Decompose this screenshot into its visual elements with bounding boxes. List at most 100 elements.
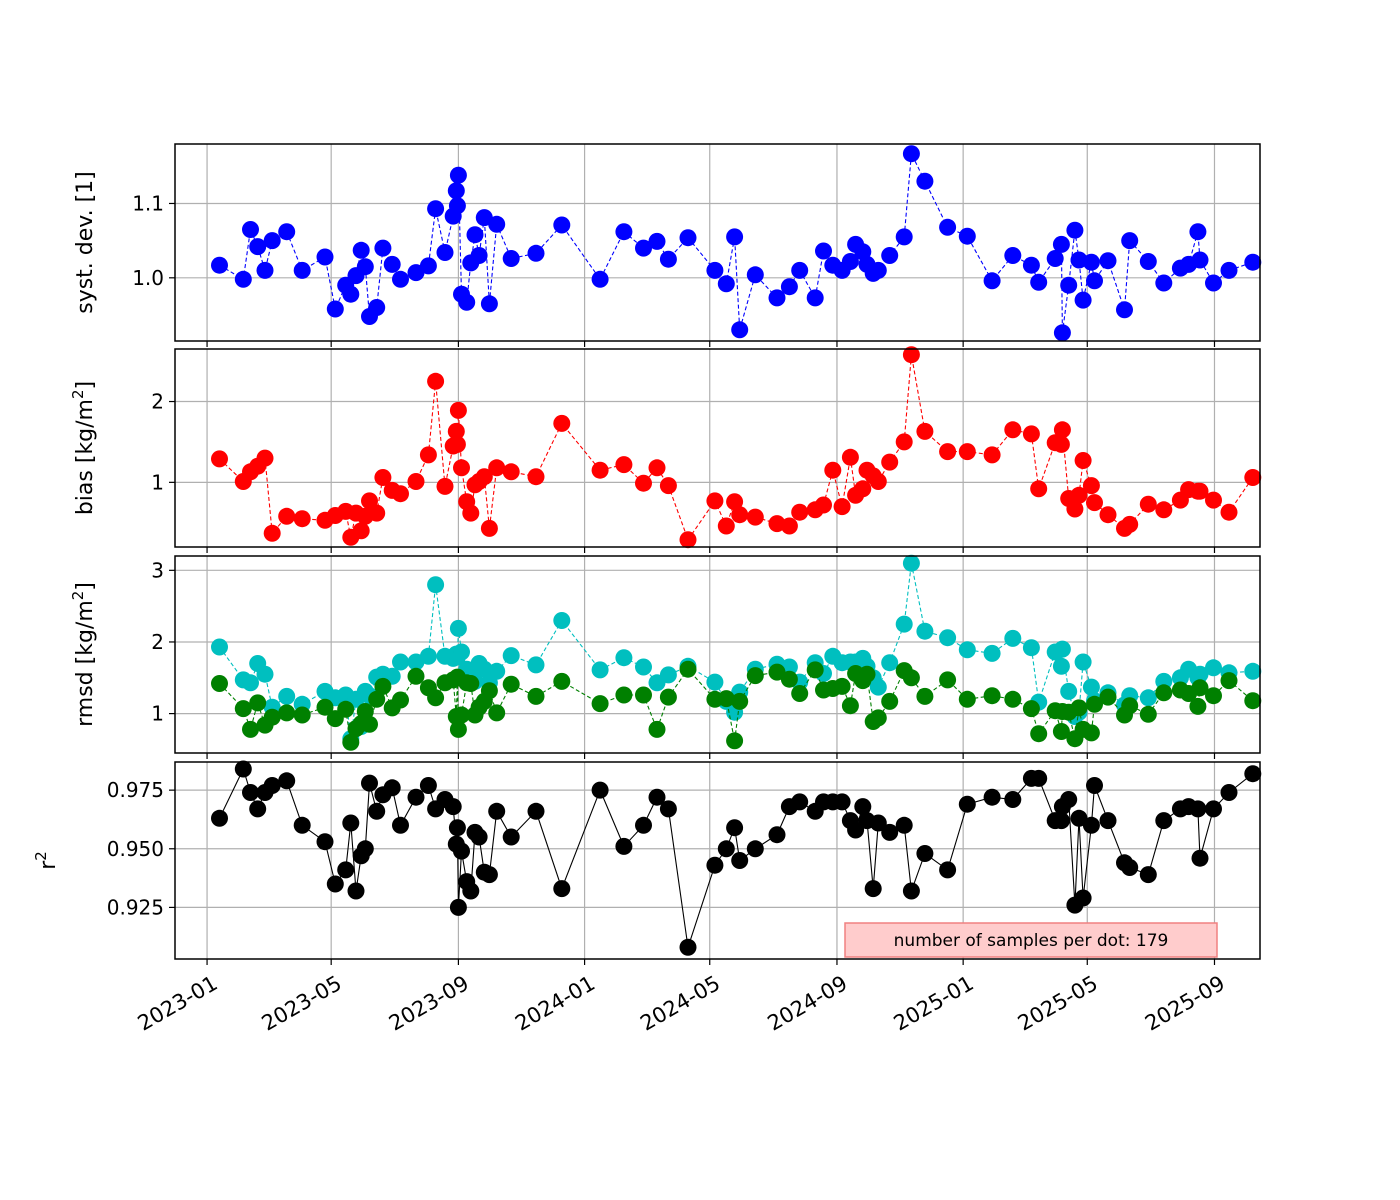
data-point [1121,697,1139,715]
data-point [635,239,652,257]
data-point [806,289,824,307]
data-point [361,774,378,792]
data-point [648,720,666,738]
data-point [1099,812,1117,830]
data-point [1155,501,1173,519]
data-point [717,517,735,535]
data-point [648,232,666,250]
data-point [553,216,571,234]
data-point [635,816,652,834]
data-point [591,461,609,479]
data-point [841,448,859,466]
data-point [234,270,252,288]
data-point [211,450,228,468]
y-axis-label-text: bias [kg/m [73,399,98,515]
data-point [780,670,798,688]
data-point [427,576,445,594]
data-point [470,828,488,846]
panel-frame [174,348,1261,548]
y-axis-label-text: syst. dev. [1] [73,171,98,314]
data-point [983,272,1001,290]
data-point [881,654,899,672]
data-point [553,612,571,629]
data-point [1070,809,1088,827]
data-point [939,443,957,461]
data-point [706,261,724,279]
data-point [356,840,374,858]
y-tick-label: 1.1 [132,191,164,215]
data-point [392,653,409,671]
data-point [368,690,386,708]
data-point [256,665,274,683]
data-point [902,882,920,900]
data-point [449,898,467,916]
data-point [448,819,466,837]
data-point [242,674,259,692]
data-point [1022,700,1040,718]
y-axis-label-text: rmsd [kg/m [73,600,98,727]
data-point [1030,725,1048,743]
data-point [278,223,296,241]
data-point [1060,791,1078,808]
data-point [1030,769,1048,787]
data-point [1086,777,1103,794]
data-point [242,784,259,801]
data-point [895,228,913,246]
data-point [902,669,920,687]
data-point [1052,435,1070,453]
data-point [746,667,764,685]
y-axis-label: r2 [32,851,61,870]
data-point [731,852,749,869]
data-point [858,665,876,683]
data-point [383,255,401,273]
data-point [1053,421,1071,439]
data-point [1052,657,1070,675]
data-point [635,658,652,676]
data-point [1004,690,1022,708]
data-point [726,819,744,837]
data-point [833,677,851,695]
data-point [1082,678,1100,696]
data-point [480,519,498,537]
data-point [895,433,913,451]
data-point [1074,653,1092,671]
data-point [427,372,445,390]
data-point [1139,253,1157,270]
data-point [263,232,281,250]
data-point [659,666,677,684]
data-point [726,732,744,750]
panel-systematic-deviation: 1.0 1.1 syst. dev. [1] [73,143,1262,347]
data-point [791,793,809,811]
data-point [337,700,355,718]
data-point [502,463,520,481]
data-point [1191,665,1209,683]
data-point [983,446,1001,464]
data-point [263,524,281,542]
data-point [726,228,744,246]
data-point [1074,291,1092,309]
data-point [869,261,887,279]
data-point [374,469,392,486]
data-point [1053,640,1071,658]
data-point [983,788,1001,806]
data-point [615,837,633,855]
data-point [368,299,386,316]
data-point [211,809,228,827]
data-point [1220,503,1238,521]
data-point [1052,812,1070,830]
data-point [806,661,824,679]
y-tick-label: 0.925 [107,895,164,919]
data-point [392,485,409,503]
data-point [453,459,470,477]
data-point [527,802,545,820]
data-point [791,503,809,521]
data-point [449,720,467,738]
data-point [1121,515,1139,533]
data-point [407,667,425,685]
data-point [1082,816,1100,834]
data-point [383,779,401,797]
data-point [1189,697,1207,715]
data-point [706,492,724,510]
data-point [615,649,633,667]
